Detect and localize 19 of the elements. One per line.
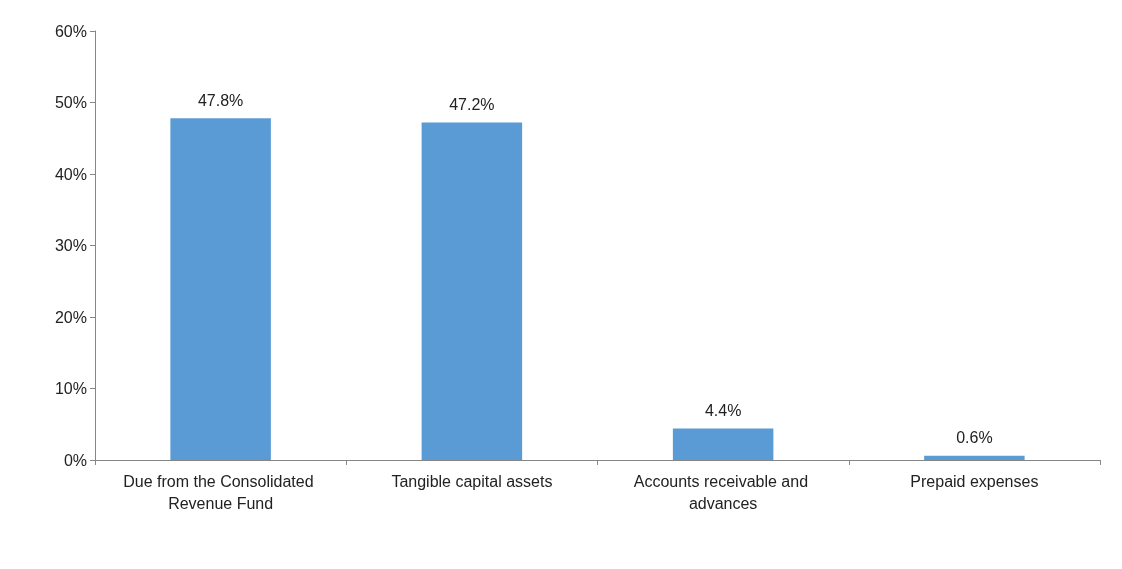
y-tick-label: 20% (54, 308, 87, 326)
data-label: 0.6% (956, 429, 993, 447)
y-tick-label: 40% (54, 165, 87, 183)
data-label: 47.8% (197, 91, 244, 109)
bar (421, 122, 523, 460)
y-tick-label: 10% (54, 380, 87, 397)
y-tick-label: 60% (54, 22, 87, 40)
bar (170, 118, 271, 460)
y-tick-label: 50% (54, 94, 87, 111)
x-tick-label: Prepaid expenses (910, 472, 1039, 490)
x-tick-label: Due from the Consolidated Revenue Fund (123, 472, 319, 512)
data-label: 47.2% (449, 96, 495, 114)
x-tick-label: Accounts receivable and advances (633, 472, 813, 512)
x-tick-label: Tangible capital assets (391, 472, 553, 490)
y-tick-label: 0% (63, 451, 87, 469)
y-tick-label: 30% (54, 237, 87, 254)
bar (924, 455, 1025, 460)
bar (672, 428, 774, 460)
data-label: 4.4% (704, 402, 742, 420)
